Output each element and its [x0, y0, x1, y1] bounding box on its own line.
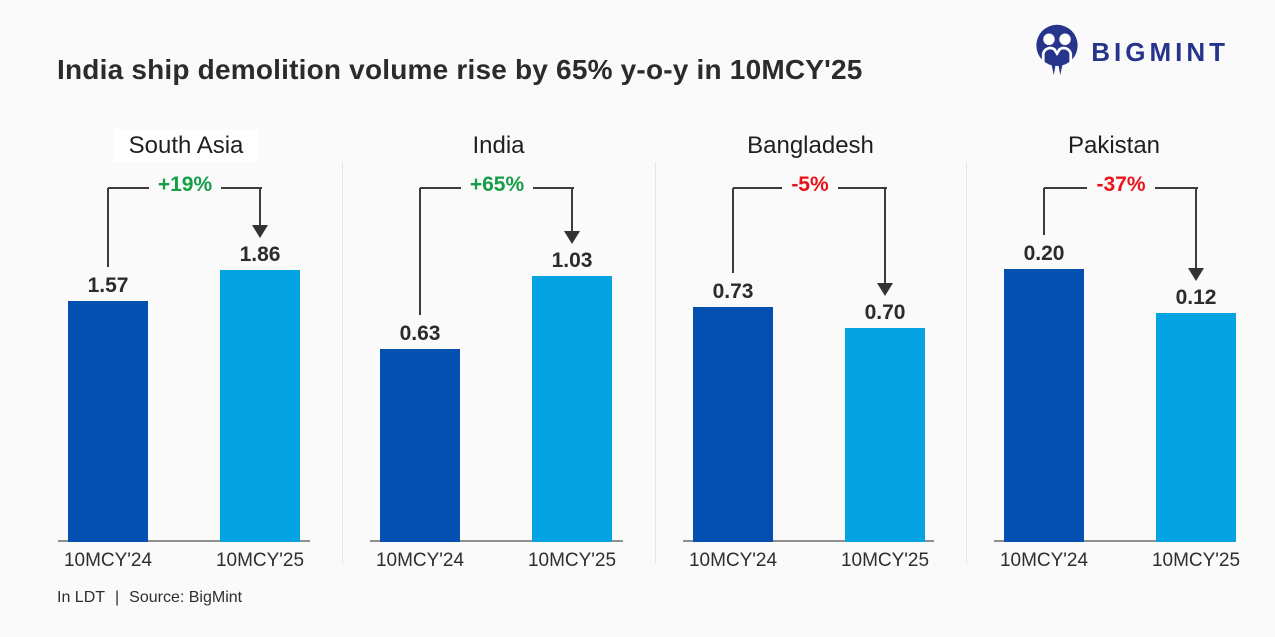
panel-title: Pakistan: [1067, 132, 1161, 159]
x-axis-line: [370, 540, 623, 542]
change-annotation: -37%: [1044, 173, 1198, 197]
x-tick-label: 10MCY'24: [999, 550, 1089, 571]
change-annotation: -5%: [733, 173, 887, 197]
bar-value-label: 0.73: [712, 280, 754, 303]
change-annotation: +65%: [420, 173, 574, 197]
unit-label: In LDT: [57, 589, 106, 606]
bracket-arrow: [251, 188, 269, 238]
bar-10mcy25: 1.86: [220, 243, 300, 542]
bar-value-label: 1.86: [239, 243, 281, 266]
plot-area: 1.57 1.86: [30, 130, 342, 542]
change-label: +19%: [148, 173, 222, 196]
bar-fill-2025: [532, 276, 612, 542]
plot-area: 0.63 1.03: [342, 130, 655, 542]
x-tick-label: 10MCY'24: [63, 550, 153, 571]
x-tick-label: 10MCY'25: [215, 550, 305, 571]
x-axis-line: [994, 540, 1230, 542]
chart-panel-pakistan: Pakistan -37% 0.20 0.12 10MCY'24 10MCY'2…: [966, 130, 1262, 590]
bracket-left-line: [732, 188, 734, 273]
bracket-left-line: [1043, 188, 1045, 235]
panel-divider: [342, 162, 343, 564]
arrow-down-icon: [1188, 268, 1204, 281]
arrow-down-icon: [564, 231, 580, 244]
bar-value-label: 0.63: [399, 322, 441, 345]
panel-title: South Asia: [30, 129, 342, 162]
x-tick-label: 10MCY'24: [375, 550, 465, 571]
change-label: -37%: [1087, 173, 1155, 196]
panel-divider: [966, 162, 967, 564]
panel-title: India: [472, 132, 525, 159]
chart-panel-india: India +65% 0.63 1.03 10MCY'24 10MCY'25: [342, 130, 655, 590]
bar-value-label: 0.70: [864, 301, 906, 324]
bar-10mcy24: 0.73: [693, 280, 773, 542]
bigmint-logo-icon: [1034, 24, 1080, 81]
bar-fill-2024: [68, 301, 148, 542]
bar-fill-2025: [220, 270, 300, 542]
bracket-arrow: [563, 188, 581, 244]
bar-value-label: 0.12: [1175, 286, 1217, 309]
plot-area: 0.20 0.12: [966, 130, 1262, 542]
change-label: +65%: [460, 173, 534, 196]
x-tick-label: 10MCY'24: [688, 550, 778, 571]
bar-fill-2024: [693, 307, 773, 542]
bracket-arrow: [876, 188, 894, 296]
change-label: -5%: [782, 173, 838, 196]
change-annotation: +19%: [108, 173, 262, 197]
chart-panel-south-asia: South Asia +19% 1.57 1.86 10MCY'24 10MCY…: [30, 129, 342, 590]
bar-value-label: 0.20: [1023, 242, 1065, 265]
bar-value-label: 1.57: [87, 274, 129, 297]
brand-logo: BIGMINT: [1034, 24, 1229, 81]
plot-area: 0.73 0.70: [655, 130, 966, 542]
bar-10mcy24: 1.57: [68, 274, 148, 542]
bracket-left-line: [419, 188, 421, 315]
bar-fill-2024: [1004, 269, 1084, 542]
bar-10mcy25: 1.03: [532, 249, 612, 542]
x-axis-line: [58, 540, 310, 542]
x-tick-label: 10MCY'25: [527, 550, 617, 571]
bar-fill-2025: [1156, 313, 1236, 542]
bar-fill-2025: [845, 328, 925, 542]
bar-10mcy24: 0.20: [1004, 242, 1084, 542]
bar-fill-2024: [380, 349, 460, 542]
chart-panel-bangladesh: Bangladesh -5% 0.73 0.70 10MCY'24 10MCY'…: [655, 130, 966, 590]
x-tick-label: 10MCY'25: [1151, 550, 1241, 571]
panel-divider: [655, 162, 656, 564]
chart-footnote: In LDT | Source: BigMint: [57, 589, 242, 607]
bracket-left-line: [107, 188, 109, 267]
x-axis-line: [683, 540, 934, 542]
bracket-arrow: [1187, 188, 1205, 281]
arrow-down-icon: [877, 283, 893, 296]
arrow-down-icon: [252, 225, 268, 238]
footer-separator: |: [115, 589, 120, 606]
page-title: India ship demolition volume rise by 65%…: [57, 54, 863, 85]
bar-10mcy25: 0.70: [845, 301, 925, 542]
source-label: Source: BigMint: [129, 589, 243, 606]
bar-10mcy25: 0.12: [1156, 286, 1236, 542]
bar-10mcy24: 0.63: [380, 322, 460, 542]
x-tick-label: 10MCY'25: [840, 550, 930, 571]
panel-title: Bangladesh: [747, 132, 874, 159]
bar-value-label: 1.03: [551, 249, 593, 272]
brand-name: BIGMINT: [1091, 37, 1229, 67]
